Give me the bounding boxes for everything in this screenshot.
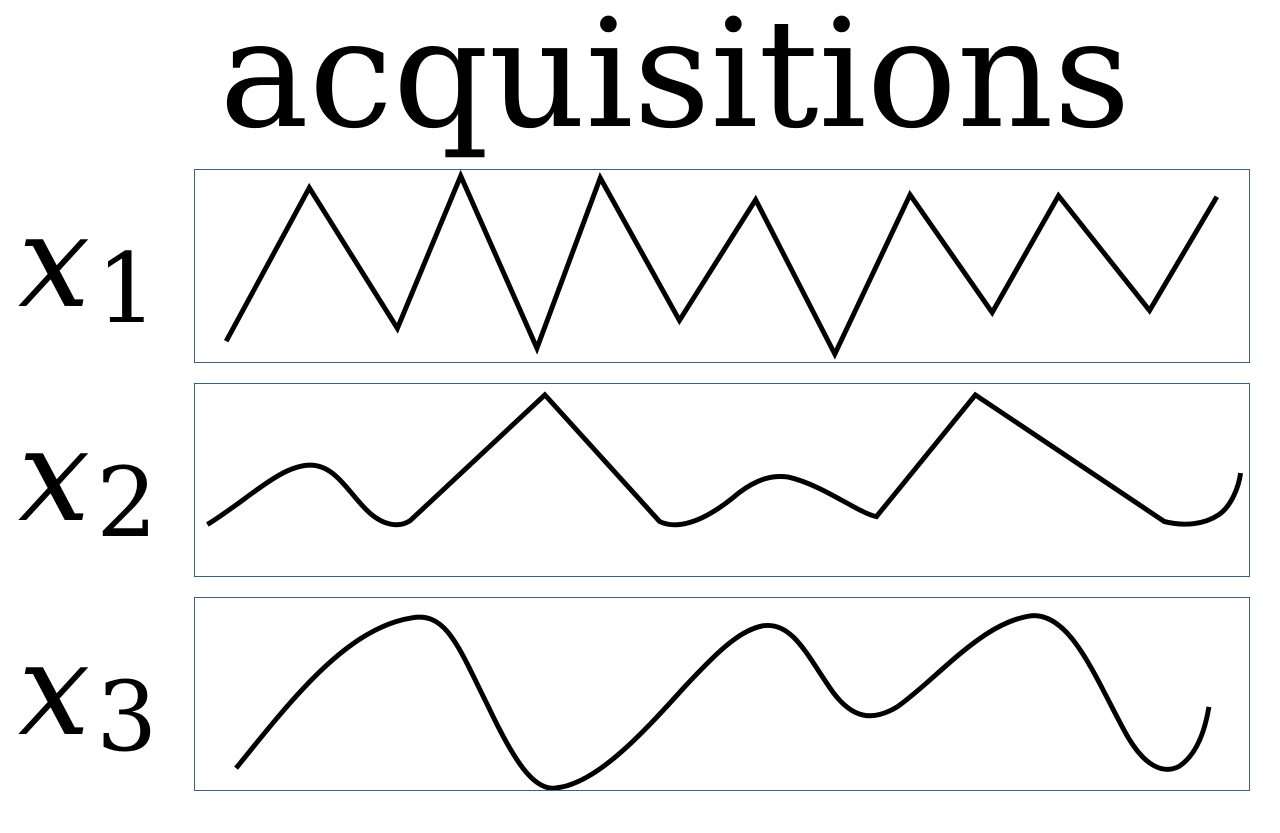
variable-subscript: 1 — [96, 233, 158, 345]
variable-symbol: x — [18, 616, 91, 765]
signal-waveform-x3 — [234, 613, 1212, 790]
signal-plot-x3 — [234, 613, 1212, 790]
signal-plot-x1 — [223, 170, 1219, 360]
variable-symbol: x — [18, 402, 91, 551]
signal-waveform-x1 — [223, 170, 1219, 360]
variable-subscript: 2 — [96, 447, 158, 559]
variable-symbol: x — [18, 188, 91, 337]
signal-plot-x2 — [206, 391, 1244, 528]
signal-panel-x2 — [194, 383, 1250, 577]
signal-panel-x1 — [194, 169, 1250, 363]
diagram-title: acquisitions — [219, 0, 1131, 162]
signal-waveform-x2 — [206, 391, 1244, 528]
signal-panel-x3 — [194, 597, 1250, 791]
variable-subscript: 3 — [96, 661, 158, 773]
